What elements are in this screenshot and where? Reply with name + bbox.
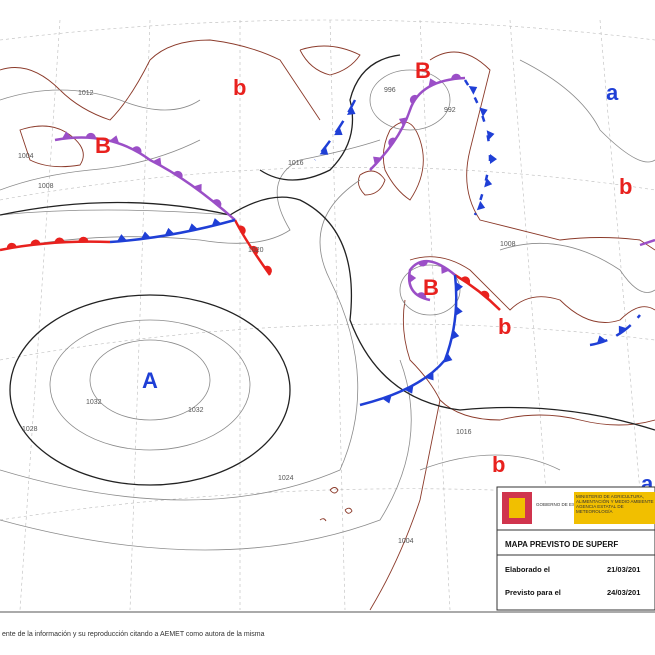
isobar-label: 1032 bbox=[86, 399, 102, 406]
front-symbol bbox=[451, 329, 460, 340]
isobar-label: 1004 bbox=[18, 153, 34, 160]
isobar-label: 1028 bbox=[22, 426, 38, 433]
front-symbol bbox=[164, 227, 175, 236]
front-symbol bbox=[85, 132, 96, 139]
isobars bbox=[0, 54, 655, 551]
front-symbol bbox=[425, 371, 434, 381]
ministry-text: MINISTERIO DE AGRICULTURA, ALIMENTACIÓN … bbox=[576, 494, 654, 514]
front-symbol bbox=[596, 335, 607, 344]
made-label: Elaborado el bbox=[505, 565, 550, 574]
front-symbol bbox=[382, 395, 392, 404]
front-symbol bbox=[489, 154, 497, 165]
front-symbol bbox=[409, 94, 418, 105]
government: GOBIERNO DE ESPAÑA bbox=[536, 501, 587, 507]
legend-title: MAPA PREVISTO DE SUPERF bbox=[505, 540, 618, 549]
front-symbol bbox=[416, 292, 427, 300]
front-symbol bbox=[441, 265, 450, 274]
pressure-center: b bbox=[492, 452, 505, 477]
made-date: 21/03/201 bbox=[607, 565, 640, 574]
front-symbol bbox=[116, 234, 127, 242]
pressure-center: B bbox=[415, 58, 431, 83]
front-symbol bbox=[468, 85, 478, 95]
isobar-label: 1032 bbox=[188, 407, 204, 414]
front-symbol bbox=[152, 157, 162, 167]
footer: ente de la información y su reproducción… bbox=[2, 631, 265, 638]
coat-of-arms-inner bbox=[509, 498, 525, 518]
front-symbol bbox=[250, 245, 259, 256]
front-symbol bbox=[30, 239, 41, 246]
front-symbol bbox=[373, 156, 382, 166]
isobar-label: 1012 bbox=[78, 90, 94, 97]
front-symbol bbox=[460, 276, 471, 285]
front-symbol bbox=[319, 146, 329, 155]
front-symbol bbox=[388, 137, 397, 147]
pressure-center: b bbox=[619, 174, 632, 199]
valid-label: Previsto para el bbox=[505, 588, 561, 597]
isobar-label: 1008 bbox=[38, 183, 54, 190]
pressure-center: b bbox=[233, 75, 246, 100]
front-symbol bbox=[334, 126, 343, 136]
front-symbol bbox=[404, 385, 414, 394]
front-symbol bbox=[451, 73, 462, 80]
front-symbol bbox=[132, 146, 142, 154]
pressure-center: B bbox=[95, 133, 111, 158]
front-symbol bbox=[455, 305, 463, 316]
front-symbol bbox=[211, 218, 222, 227]
isobar-label: 996 bbox=[384, 87, 396, 94]
valid-date: 24/03/201 bbox=[607, 588, 640, 597]
front-symbol bbox=[212, 199, 222, 208]
ministry: MINISTERIO DE AGRICULTURA, ALIMENTACIÓN … bbox=[576, 494, 654, 504]
coastlines bbox=[0, 39, 655, 611]
front-symbol bbox=[455, 281, 463, 292]
pressure-center: B bbox=[423, 275, 439, 300]
agency: AGENCIA ESTATAL DE METEOROLOGÍA bbox=[576, 504, 624, 514]
front-symbol bbox=[476, 200, 486, 211]
front-symbol bbox=[238, 225, 246, 235]
ministry-box bbox=[574, 492, 655, 524]
isobar-label: 1008 bbox=[500, 241, 516, 248]
fronts bbox=[0, 73, 655, 407]
pressure-center: a bbox=[606, 80, 619, 105]
front-symbol bbox=[346, 106, 356, 115]
front-symbol bbox=[188, 223, 198, 232]
isobar-label: 1024 bbox=[278, 475, 294, 482]
front-symbol bbox=[78, 236, 89, 242]
isobar-label: 992 bbox=[444, 107, 456, 114]
isobar-label: 1020 bbox=[248, 247, 264, 254]
front-symbol bbox=[417, 260, 428, 267]
isobar-label: 1016 bbox=[288, 160, 304, 167]
isobar-label: 1016 bbox=[456, 429, 472, 436]
front-symbol bbox=[140, 231, 151, 240]
front-symbol bbox=[54, 237, 65, 243]
front-symbol bbox=[428, 78, 438, 87]
front-symbol bbox=[264, 265, 272, 275]
front-symbol bbox=[484, 177, 493, 188]
front-symbol bbox=[409, 273, 417, 284]
front-symbol bbox=[444, 353, 453, 363]
front-symbol bbox=[398, 117, 408, 127]
pressure-center: A bbox=[142, 368, 158, 393]
front-symbol bbox=[480, 290, 490, 299]
front-symbol bbox=[486, 130, 495, 141]
front-symbol bbox=[193, 183, 202, 193]
front-symbol bbox=[479, 107, 488, 117]
isobar-label: 1004 bbox=[398, 538, 414, 545]
front-symbol bbox=[618, 325, 628, 335]
front-symbol bbox=[61, 131, 72, 139]
front-symbol bbox=[109, 135, 120, 144]
pressure-center: b bbox=[498, 314, 511, 339]
front-symbol bbox=[6, 242, 17, 249]
front-symbol bbox=[173, 170, 183, 179]
legend: GOBIERNO DE ESPAÑA MINISTERIO DE AGRICUL… bbox=[496, 486, 655, 611]
